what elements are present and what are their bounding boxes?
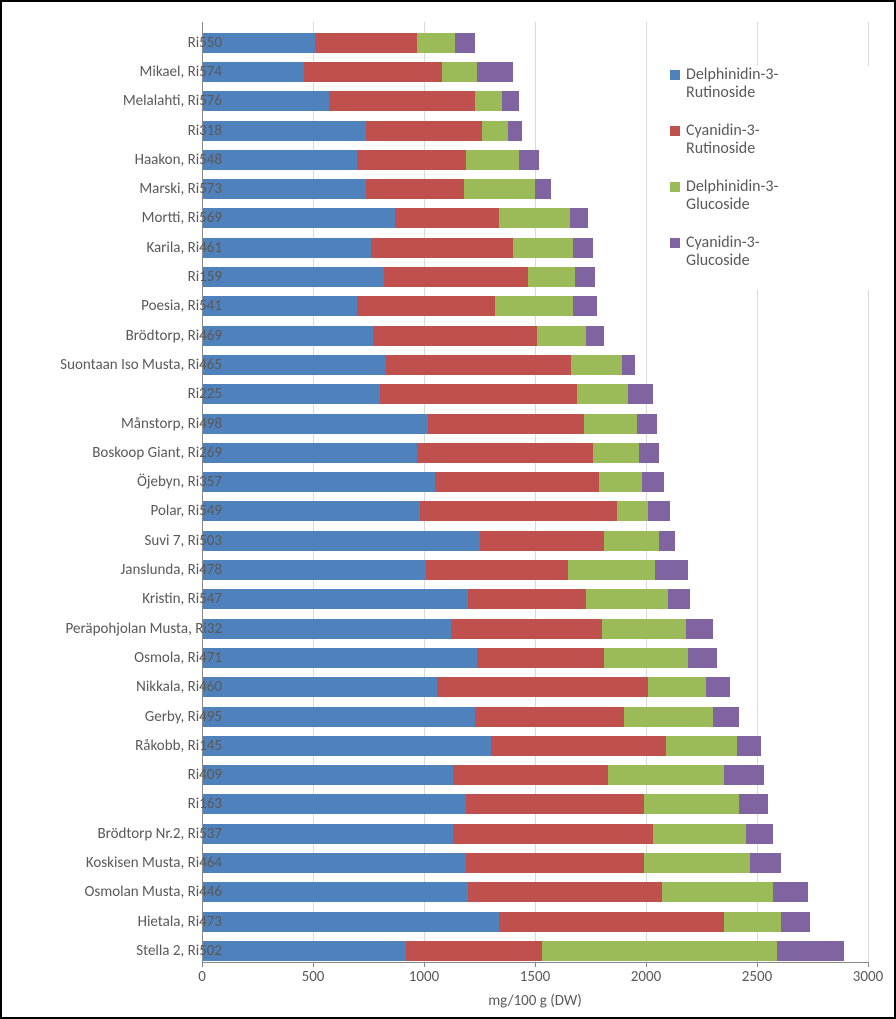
legend-item: Delphinidin-3- Rutinoside (670, 66, 870, 102)
x-tick-label: 2500 (742, 968, 772, 986)
x-tick-label: 0 (198, 968, 206, 986)
y-category-label: Månstorp, Ri498 (121, 414, 222, 434)
legend-item: Cyanidin-3- Rutinoside (670, 122, 870, 158)
y-category-label: Nikkala, Ri460 (136, 677, 222, 697)
y-category-label: Karila, Ri461 (146, 238, 222, 258)
y-category-label: Osmola, Ri471 (134, 648, 222, 668)
y-category-label: Marski, Ri573 (139, 179, 222, 199)
x-tick-mark (535, 962, 536, 967)
x-axis-title: mg/100 g (DW) (202, 992, 868, 1010)
y-category-label: Suvi 7, Ri503 (144, 531, 222, 551)
y-category-label: Koskisen Musta, Ri464 (86, 853, 222, 873)
x-tick-label: 1000 (409, 968, 439, 986)
y-category-label: Janslunda, Ri478 (120, 560, 222, 580)
y-category-label: Osmolan Musta, Ri446 (84, 882, 222, 902)
y-category-label: Melalahti, Ri576 (123, 91, 222, 111)
y-category-label: Gerby, Ri495 (145, 707, 222, 727)
y-category-label: Mikael, Ri574 (140, 62, 222, 82)
x-tick-label: 3000 (853, 968, 883, 986)
x-tick-mark (313, 962, 314, 967)
y-category-label: Kristin, Ri547 (142, 589, 222, 609)
legend-label: Delphinidin-3- Rutinoside (686, 66, 778, 102)
y-category-label: Poesia, Ri541 (141, 296, 222, 316)
x-tick-mark (646, 962, 647, 967)
legend-label: Delphinidin-3- Glucoside (686, 178, 778, 214)
y-category-label: Ri409 (188, 765, 222, 785)
x-tick-label: 2000 (631, 968, 661, 986)
y-category-label: Brödtorp, Ri469 (126, 326, 222, 346)
y-category-label: Ri159 (188, 267, 222, 287)
chart-frame: mg/100 g (DW) Delphinidin-3- Rutinoside C… (0, 0, 896, 1019)
y-category-label: Peräpohjolan Musta, Ri32 (66, 619, 222, 639)
y-category-label: Ri225 (188, 384, 222, 404)
legend-item: Cyanidin-3- Glucoside (670, 234, 870, 270)
x-tick-mark (424, 962, 425, 967)
y-category-label: Polar, Ri549 (151, 501, 222, 521)
y-category-label: Suontaan Iso Musta, Ri465 (60, 355, 222, 375)
legend-swatch (670, 238, 680, 248)
legend-label: Cyanidin-3- Rutinoside (686, 122, 760, 158)
legend-swatch (670, 126, 680, 136)
legend-swatch (670, 70, 680, 80)
y-category-label: Stella 2, Ri502 (136, 941, 222, 961)
legend-label: Cyanidin-3- Glucoside (686, 234, 760, 270)
x-tick-label: 500 (302, 968, 325, 986)
y-category-label: Ri318 (188, 121, 222, 141)
x-tick-mark (757, 962, 758, 967)
y-category-label: Råkobb, Ri145 (135, 736, 222, 756)
y-category-label: Boskoop Giant, Ri269 (92, 443, 222, 463)
y-category-label: Ri550 (188, 33, 222, 53)
x-tick-mark (868, 962, 869, 967)
x-tick-label: 1500 (520, 968, 550, 986)
y-category-label: Haakon, Ri548 (135, 150, 222, 170)
y-category-label: Hietala, Ri473 (138, 912, 222, 932)
y-category-label: Ri163 (188, 794, 222, 814)
y-category-label: Mortti, Ri569 (142, 208, 222, 228)
legend-swatch (670, 182, 680, 192)
x-tick-mark (202, 962, 203, 967)
y-category-label: Brödtorp Nr.2, Ri537 (97, 824, 222, 844)
y-category-label: Öjebyn, Ri357 (137, 472, 222, 492)
legend-item: Delphinidin-3- Glucoside (670, 178, 870, 214)
legend: Delphinidin-3- Rutinoside Cyanidin-3- Rut… (670, 66, 870, 290)
